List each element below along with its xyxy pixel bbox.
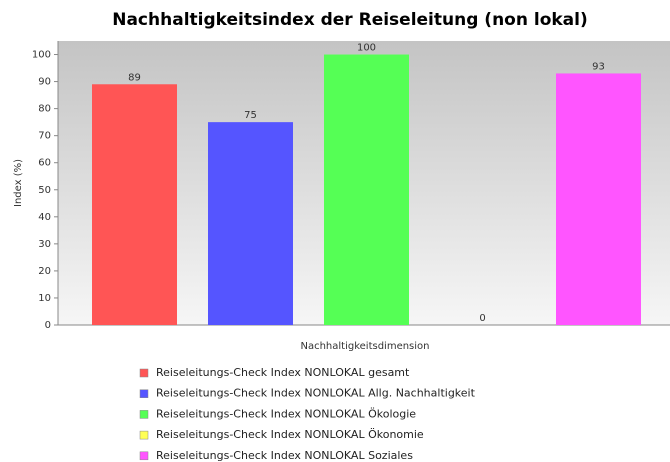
y-tick-label: 100 xyxy=(32,50,51,61)
y-tick-label: 60 xyxy=(38,158,51,169)
y-tick-label: 40 xyxy=(38,212,51,223)
value-label: 0 xyxy=(479,313,485,324)
y-tick-label: 30 xyxy=(38,239,51,250)
bar xyxy=(92,84,177,326)
y-tick-label: 80 xyxy=(38,104,51,115)
value-label: 93 xyxy=(592,61,605,72)
legend-label: Reiseleitungs-Check Index NONLOKAL Allg.… xyxy=(156,387,476,400)
bar xyxy=(208,122,293,326)
y-tick-label: 90 xyxy=(38,77,51,88)
bar xyxy=(324,54,409,326)
legend-swatch xyxy=(139,430,149,440)
bar xyxy=(556,73,641,325)
chart-title: Nachhaltigkeitsindex der Reiseleitung (n… xyxy=(112,10,588,30)
y-tick-label: 70 xyxy=(38,131,51,142)
y-tick-label: 20 xyxy=(38,266,51,277)
legend-label: Reiseleitungs-Check Index NONLOKAL Ökono… xyxy=(156,428,424,441)
legend-swatch xyxy=(139,410,149,419)
y-tick-label: 0 xyxy=(45,320,51,331)
y-tick-label: 50 xyxy=(38,185,51,196)
value-label: 89 xyxy=(128,72,141,83)
y-tick-label: 10 xyxy=(38,293,51,304)
legend-label: Reiseleitungs-Check Index NONLOKAL Ökolo… xyxy=(156,407,416,420)
y-axis-label: Index (%) xyxy=(13,159,24,207)
x-axis-label: Nachhaltigkeitsdimension xyxy=(300,341,429,352)
legend-label: Reiseleitungs-Check Index NONLOKAL gesam… xyxy=(156,366,410,379)
value-label: 75 xyxy=(244,110,257,121)
legend-label: Reiseleitungs-Check Index NONLOKAL Sozia… xyxy=(156,449,413,462)
legend-swatch xyxy=(139,389,149,398)
legend-swatch xyxy=(139,368,149,378)
value-label: 100 xyxy=(357,43,376,54)
legend-swatch xyxy=(139,451,149,461)
